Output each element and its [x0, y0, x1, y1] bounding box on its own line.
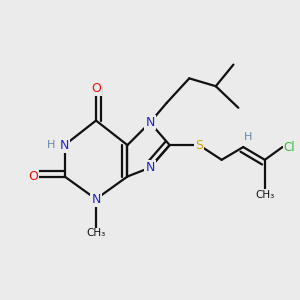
Text: Cl: Cl [284, 141, 295, 154]
Text: CH₃: CH₃ [86, 228, 106, 239]
Text: O: O [91, 82, 101, 95]
Text: H: H [47, 140, 55, 150]
Text: S: S [195, 139, 203, 152]
Text: N: N [60, 139, 69, 152]
Text: N: N [145, 161, 155, 174]
Text: N: N [145, 116, 155, 129]
Text: O: O [28, 170, 38, 183]
Text: CH₃: CH₃ [255, 190, 274, 200]
Text: H: H [244, 132, 252, 142]
Text: N: N [91, 193, 101, 206]
